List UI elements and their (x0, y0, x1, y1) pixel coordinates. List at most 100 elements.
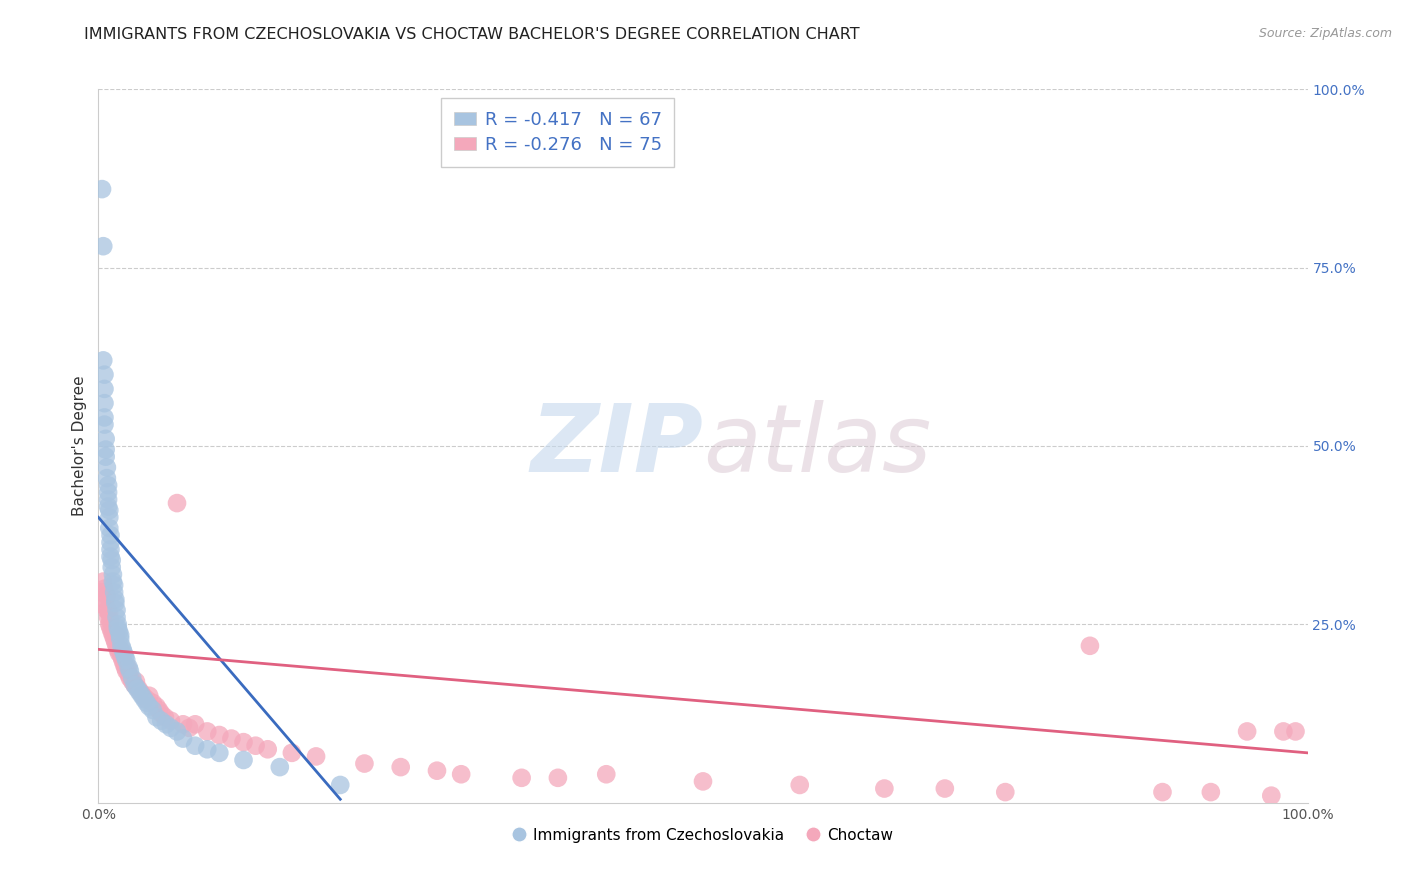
Point (994, 785, 1017, 799)
Point (125, 674, 148, 689)
Point (96, 589, 118, 603)
Point (100, 624, 122, 639)
Point (97, 603, 120, 617)
Point (208, 728, 231, 742)
Point (1078, 639, 1101, 653)
Point (155, 717, 177, 731)
Point (98, 510, 121, 524)
Point (160, 721, 183, 735)
Point (142, 703, 165, 717)
Point (97, 610, 120, 624)
Point (1199, 785, 1222, 799)
Point (112, 657, 135, 671)
Point (98, 503, 121, 517)
Text: ZIP: ZIP (530, 400, 703, 492)
Point (142, 696, 165, 710)
Point (127, 681, 149, 696)
Point (692, 774, 714, 789)
Point (104, 596, 127, 610)
Point (1284, 724, 1306, 739)
Point (131, 689, 153, 703)
Point (208, 746, 231, 760)
Point (329, 778, 352, 792)
Point (103, 578, 125, 592)
Point (108, 628, 131, 642)
Point (94, 599, 117, 614)
Point (100, 614, 122, 628)
Point (232, 753, 254, 767)
Point (195, 742, 218, 756)
Point (96, 603, 118, 617)
Point (97, 492, 120, 507)
Point (91, 182, 114, 196)
Point (148, 703, 170, 717)
Point (135, 696, 157, 710)
Point (353, 756, 375, 771)
Point (104, 635, 127, 649)
Point (98, 617, 121, 632)
Point (93, 582, 115, 596)
Point (221, 731, 243, 746)
Point (1272, 724, 1295, 739)
Text: IMMIGRANTS FROM CZECHOSLOVAKIA VS CHOCTAW BACHELOR'S DEGREE CORRELATION CHART: IMMIGRANTS FROM CZECHOSLOVAKIA VS CHOCTA… (84, 27, 860, 42)
Point (510, 771, 533, 785)
Point (94, 450, 117, 464)
Point (103, 632, 125, 646)
Point (115, 653, 138, 667)
Point (179, 721, 201, 735)
Point (91, 585, 114, 599)
Point (100, 621, 122, 635)
Point (97, 500, 120, 514)
Point (107, 621, 129, 635)
Point (93, 382, 115, 396)
Point (232, 735, 254, 749)
Point (450, 767, 472, 781)
Point (93, 396, 115, 410)
Point (1152, 785, 1174, 799)
Point (150, 714, 173, 728)
Point (107, 642, 129, 657)
Point (100, 528, 122, 542)
Point (1260, 789, 1282, 803)
Point (172, 717, 194, 731)
Point (127, 681, 149, 696)
Point (104, 592, 127, 607)
Point (107, 617, 129, 632)
Point (108, 646, 131, 660)
Point (160, 714, 183, 728)
Point (98, 607, 121, 621)
Point (245, 739, 267, 753)
Point (305, 749, 328, 764)
Point (789, 778, 811, 792)
Point (138, 699, 160, 714)
Point (166, 724, 188, 739)
Point (100, 535, 122, 549)
Y-axis label: Bachelor's Degree: Bachelor's Degree (72, 376, 87, 516)
Point (114, 649, 136, 664)
Point (94, 432, 117, 446)
Point (108, 642, 131, 657)
Point (145, 710, 167, 724)
Point (97, 485, 120, 500)
Point (166, 496, 188, 510)
Point (94, 442, 117, 457)
Point (184, 717, 207, 731)
Point (112, 646, 135, 660)
Point (111, 653, 134, 667)
Point (934, 781, 956, 796)
Point (389, 760, 412, 774)
Text: Source: ZipAtlas.com: Source: ZipAtlas.com (1258, 27, 1392, 40)
Point (100, 542, 122, 557)
Point (100, 560, 122, 574)
Point (108, 624, 131, 639)
Point (153, 710, 176, 724)
Point (281, 746, 304, 760)
Point (184, 739, 207, 753)
Point (91, 239, 114, 253)
Point (269, 760, 291, 774)
Point (100, 549, 122, 564)
Point (128, 685, 150, 699)
Point (547, 771, 569, 785)
Point (121, 671, 143, 685)
Point (103, 585, 125, 599)
